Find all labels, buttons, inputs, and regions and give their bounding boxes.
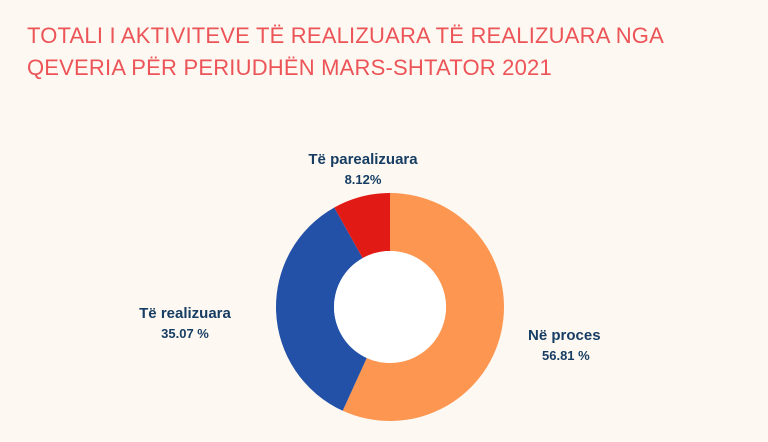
slice-value-te-realizuara: 35.07 % (161, 326, 209, 341)
slice-ne-proces (342, 193, 504, 421)
chart-title-line-2: QEVERIA PËR PERIUDHËN MARS-SHTATOR 2021 (27, 55, 552, 80)
slice-name-te-parealizuara: Të parealizuara (308, 151, 418, 168)
slice-label-ne-proces: Në proces 56.81 % (528, 326, 648, 366)
slice-value-ne-proces: 56.81 % (542, 348, 590, 363)
chart-title-line-1: TOTALI I AKTIVITEVE TË REALIZUARA TË REA… (27, 23, 664, 48)
slice-label-te-parealizuara: Të parealizuara 8.12% (288, 150, 438, 190)
slice-te-realizuara (276, 207, 367, 411)
chart-title: TOTALI I AKTIVITEVE TË REALIZUARA TË REA… (27, 20, 757, 84)
donut-hole (334, 251, 446, 363)
slice-name-ne-proces: Në proces (528, 327, 601, 344)
slice-te-parealizuara (334, 193, 390, 259)
slice-label-te-realizuara: Të realizuara 35.07 % (120, 304, 250, 344)
slice-name-te-realizuara: Të realizuara (139, 305, 231, 322)
slice-value-te-parealizuara: 8.12% (344, 172, 382, 187)
